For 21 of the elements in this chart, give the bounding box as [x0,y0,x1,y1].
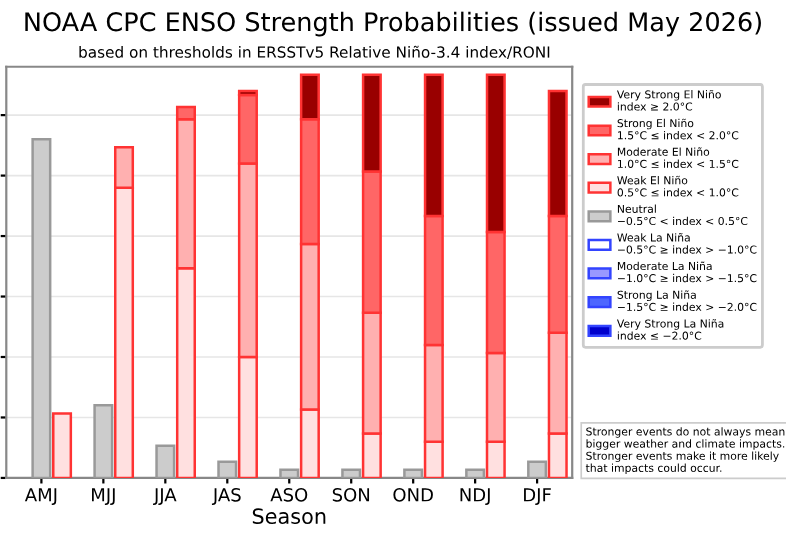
bar [527,460,548,478]
bar [465,468,486,478]
bar [217,460,238,478]
bar [341,468,362,478]
x-tick-label: MJJ [92,488,115,505]
x-tick-label: OND [393,487,433,502]
bar [279,468,300,478]
x-tick-label: NDJ [460,488,490,505]
x-axis-title: Season [252,508,326,525]
bar [52,412,73,478]
x-tick-label: SON [332,487,370,502]
x-tick-label: AMJ [24,488,57,505]
x-tick-label: DJF [524,488,551,505]
bar [31,138,52,478]
bar [93,404,114,478]
bar [403,468,424,478]
bar [155,444,176,478]
x-tick-label: JJA [153,488,177,505]
x-tick-label: ASO [270,487,308,502]
x-tick-label: JAS [211,487,241,505]
chart-title: NOAA CPC ENSO Strength Probabilities (issued May 2026) [25,11,761,37]
